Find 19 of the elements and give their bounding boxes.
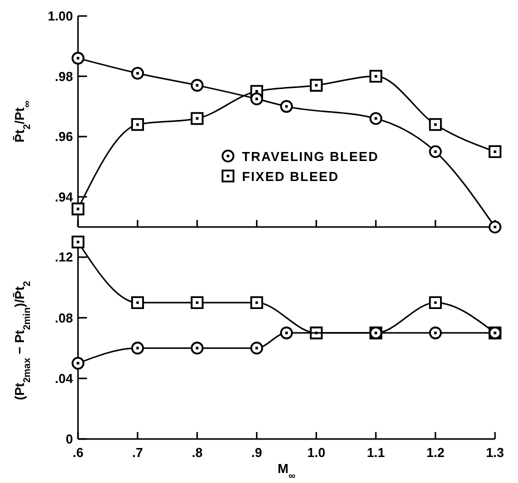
y-tick-label: .08 <box>54 310 73 326</box>
y-tick-label: .04 <box>54 370 74 386</box>
x-tick-label: 1.3 <box>486 445 504 460</box>
y-tick-label: .94 <box>54 189 74 204</box>
x-tick-label: .6 <box>72 445 84 460</box>
x-tick-label: .8 <box>192 445 203 460</box>
y-tick-label: 1.00 <box>48 8 73 24</box>
legend-label: TRAVELING BLEED <box>242 149 379 164</box>
y-tick-label: .96 <box>54 129 73 144</box>
x-tick-label: .9 <box>251 445 262 460</box>
y-tick-label: 0 <box>66 432 73 446</box>
x-axis-title: M$_{∞}$ <box>278 461 296 482</box>
x-tick-label: 1.2 <box>426 445 444 460</box>
y-tick-label: .98 <box>54 68 73 84</box>
x-tick-label: .7 <box>132 445 143 460</box>
x-tick-label: 1.1 <box>366 445 385 460</box>
x-tick-label: 1.0 <box>307 445 326 460</box>
y-tick-label: .12 <box>54 250 73 265</box>
legend-label: FIXED BLEED <box>242 169 339 184</box>
